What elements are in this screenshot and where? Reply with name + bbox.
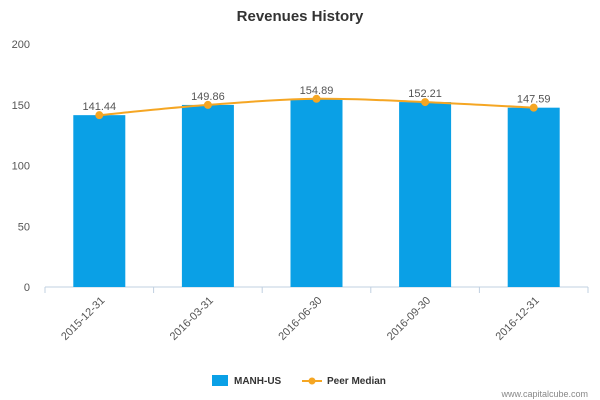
- bar-2016-06-30: [290, 98, 343, 287]
- data-label-2016-12-31: 147.59: [517, 94, 551, 106]
- bar-2016-09-30: [399, 102, 452, 287]
- y-tick-label: 0: [24, 282, 30, 294]
- peer-median-point-2016-06-30: [312, 94, 321, 103]
- bar-2016-03-31: [181, 104, 234, 287]
- x-tick-label: 2016-03-31: [168, 295, 216, 343]
- y-tick-label: 100: [12, 161, 30, 173]
- x-tick-label: 2016-06-30: [276, 295, 324, 343]
- chart-title: Revenues History: [237, 8, 364, 25]
- y-tick-label: 150: [12, 100, 30, 112]
- bar-series-manh-us: [73, 98, 560, 288]
- legend-item-peer-median[interactable]: Peer Median: [302, 376, 386, 387]
- y-tick-label: 200: [12, 39, 30, 51]
- x-axis: 2015-12-31 2016-03-31 2016-06-30 2016-09-30…: [44, 287, 589, 343]
- legend: MANH-US Peer Median: [212, 375, 386, 387]
- credit-text: www.capitalcube.com: [500, 389, 588, 399]
- y-tick-label: 50: [18, 221, 30, 233]
- legend-label-manh-us: MANH-US: [234, 376, 282, 387]
- peer-median-point-2016-12-31: [529, 103, 538, 112]
- data-label-2016-09-30: 152.21: [408, 88, 442, 100]
- data-label-2016-03-31: 149.86: [191, 91, 225, 103]
- data-label-2015-12-31: 141.44: [82, 101, 116, 113]
- x-tick-label: 2015-12-31: [59, 295, 107, 343]
- data-label-2016-06-30: 154.89: [300, 85, 334, 97]
- peer-median-point-2015-12-31: [95, 111, 104, 120]
- x-tick-label: 2016-12-31: [494, 295, 542, 343]
- legend-label-peer-median: Peer Median: [327, 376, 386, 387]
- x-tick-label: 2016-09-30: [385, 295, 433, 343]
- legend-marker-peer-median: [308, 377, 316, 385]
- data-labels: 141.44 149.86 154.89 152.21 147.59: [82, 85, 550, 113]
- bar-2015-12-31: [73, 115, 126, 288]
- bar-2016-12-31: [507, 107, 560, 287]
- peer-median-point-2016-09-30: [421, 98, 430, 107]
- legend-swatch-manh-us: [212, 375, 228, 386]
- line-series-peer-median: [95, 94, 538, 120]
- y-axis: 0 50 100 150 200: [12, 39, 30, 294]
- legend-item-manh-us[interactable]: MANH-US: [212, 375, 282, 387]
- peer-median-point-2016-03-31: [203, 100, 212, 109]
